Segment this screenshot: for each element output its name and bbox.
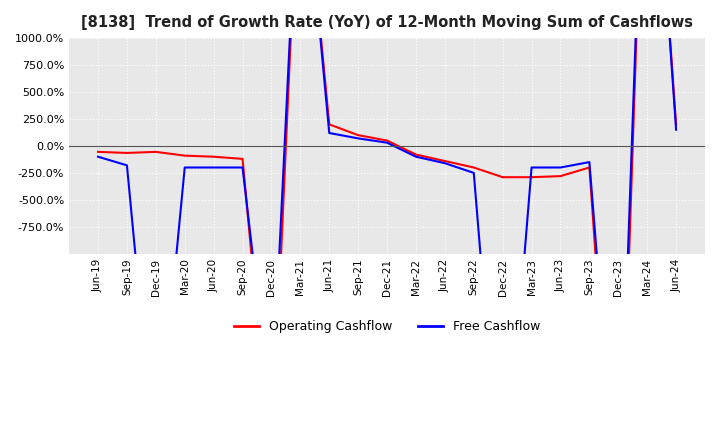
Operating Cashflow (151, 149, 160, 154)
Operating Cashflow (585, 165, 594, 170)
Operating Cashflow (210, 154, 218, 159)
Free Cashflow (181, 165, 189, 170)
Free Cashflow (210, 165, 218, 170)
Operating Cashflow (498, 175, 507, 180)
Free Cashflow (412, 154, 420, 159)
Operating Cashflow (441, 158, 449, 164)
Free Cashflow (672, 127, 680, 132)
Operating Cashflow (122, 150, 131, 156)
Operating Cashflow (672, 122, 680, 127)
Operating Cashflow (383, 138, 392, 143)
Free Cashflow (94, 154, 102, 159)
Free Cashflow (383, 140, 392, 145)
Free Cashflow (325, 130, 333, 136)
Operating Cashflow (412, 152, 420, 157)
Legend: Operating Cashflow, Free Cashflow: Operating Cashflow, Free Cashflow (229, 315, 545, 338)
Free Cashflow (267, 413, 276, 418)
Title: [8138]  Trend of Growth Rate (YoY) of 12-Month Moving Sum of Cashflows: [8138] Trend of Growth Rate (YoY) of 12-… (81, 15, 693, 30)
Free Cashflow (238, 165, 247, 170)
Free Cashflow (469, 170, 478, 176)
Operating Cashflow (556, 173, 564, 179)
Line: Operating Cashflow: Operating Cashflow (98, 0, 676, 440)
Operating Cashflow (181, 153, 189, 158)
Operating Cashflow (469, 165, 478, 170)
Free Cashflow (556, 165, 564, 170)
Free Cashflow (527, 165, 536, 170)
Operating Cashflow (527, 175, 536, 180)
Line: Free Cashflow: Free Cashflow (98, 0, 676, 440)
Operating Cashflow (325, 122, 333, 127)
Free Cashflow (441, 161, 449, 166)
Operating Cashflow (354, 132, 362, 138)
Free Cashflow (354, 136, 362, 141)
Operating Cashflow (238, 156, 247, 161)
Free Cashflow (585, 159, 594, 165)
Free Cashflow (122, 163, 131, 168)
Operating Cashflow (94, 149, 102, 154)
